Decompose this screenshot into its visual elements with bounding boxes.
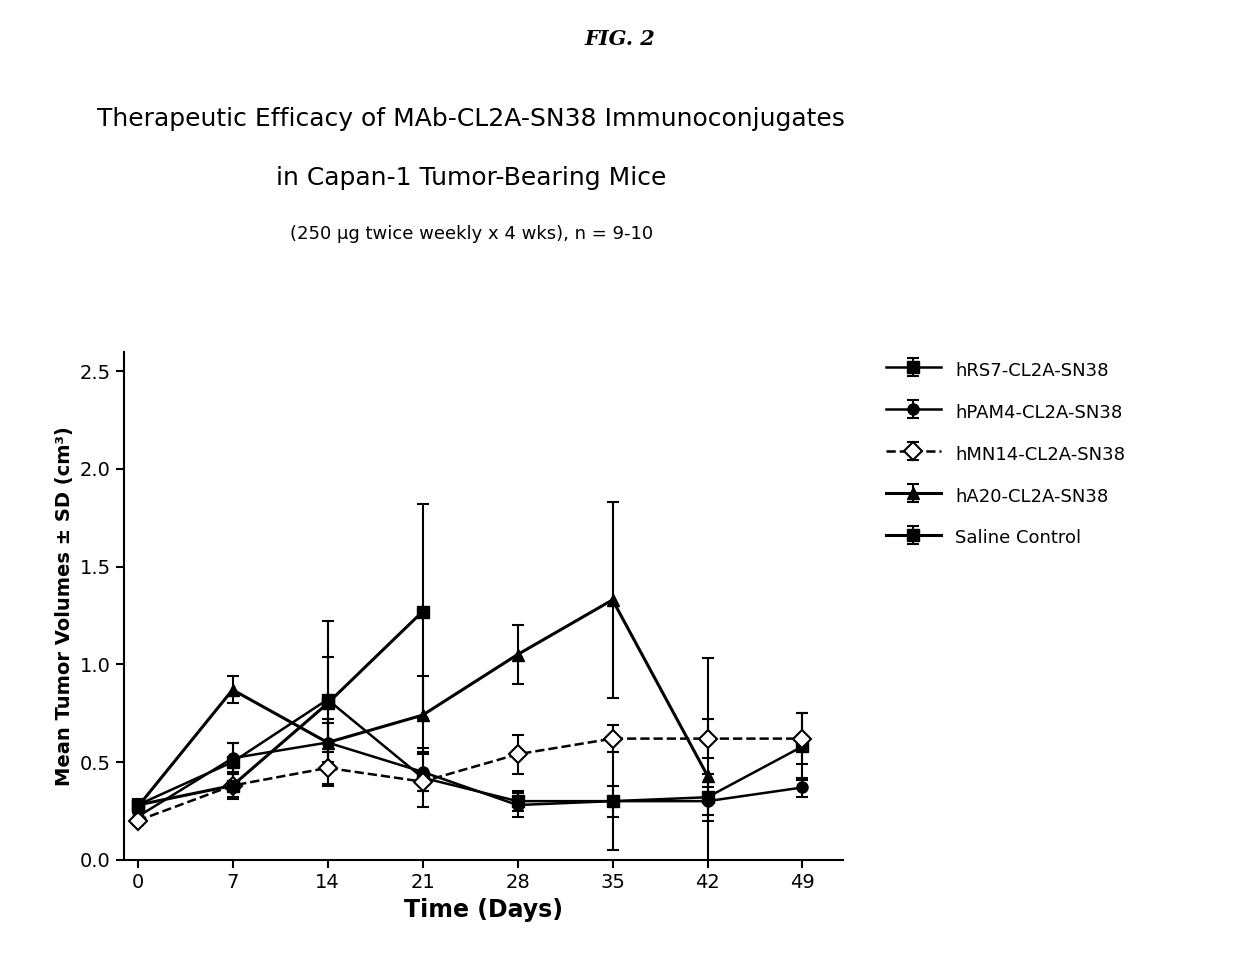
X-axis label: Time (Days): Time (Days) <box>404 898 563 921</box>
Y-axis label: Mean Tumor Volumes ± SD (cm³): Mean Tumor Volumes ± SD (cm³) <box>55 426 74 786</box>
Legend: hRS7-CL2A-SN38, hPAM4-CL2A-SN38, hMN14-CL2A-SN38, hA20-CL2A-SN38, Saline Control: hRS7-CL2A-SN38, hPAM4-CL2A-SN38, hMN14-C… <box>879 352 1132 556</box>
Text: (250 μg twice weekly x 4 wks), n = 9-10: (250 μg twice weekly x 4 wks), n = 9-10 <box>290 225 652 242</box>
Text: FIG. 2: FIG. 2 <box>584 29 656 49</box>
Text: in Capan-1 Tumor-Bearing Mice: in Capan-1 Tumor-Bearing Mice <box>277 166 666 191</box>
Text: Therapeutic Efficacy of MAb-CL2A-SN38 Immunoconjugates: Therapeutic Efficacy of MAb-CL2A-SN38 Im… <box>97 107 846 132</box>
